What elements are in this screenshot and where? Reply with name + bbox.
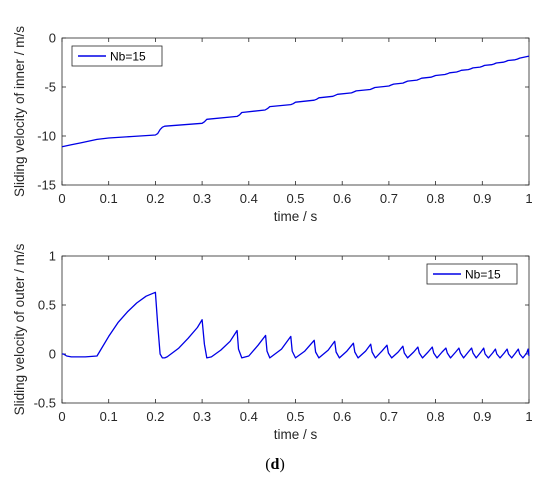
x-tick-label: 0.2 bbox=[146, 191, 164, 206]
y-tick-label: -10 bbox=[37, 129, 56, 144]
figure-caption: (d) bbox=[265, 456, 285, 473]
x-tick-label: 0.4 bbox=[240, 409, 258, 424]
chart-1: 0 0.1 0.2 0.3 0.4 0.5 0.6 0.7 0.8 0.9 1 -15 -10 -5 0 ti… bbox=[12, 26, 533, 224]
x-tick-label: 1 bbox=[525, 191, 532, 206]
x-tick-label: 0.6 bbox=[333, 191, 351, 206]
y-tick-label: 0.5 bbox=[38, 298, 56, 313]
x-tick-label: 0.2 bbox=[146, 409, 164, 424]
x-tick-label: 0 bbox=[58, 191, 65, 206]
x-axis-label: time / s bbox=[274, 209, 318, 224]
chart-2: 0 0.1 0.2 0.3 0.4 0.5 0.6 0.7 0.8 0.9 1-0.500.51ti… bbox=[12, 243, 533, 442]
x-tick-label: 0 bbox=[58, 409, 65, 424]
x-tick-label: 0.9 bbox=[473, 191, 491, 206]
x-tick-label: 0.7 bbox=[380, 191, 398, 206]
y-tick-label: 1 bbox=[49, 249, 56, 264]
x-tick-label: 1 bbox=[525, 409, 532, 424]
x-axis-label: time / s bbox=[274, 427, 318, 442]
x-tick-label: 0.7 bbox=[380, 409, 398, 424]
y-tick-label: -0.5 bbox=[34, 396, 56, 411]
x-tick-label: 0.9 bbox=[473, 409, 491, 424]
x-tick-label: 0.8 bbox=[427, 191, 445, 206]
x-tick-label: 0.1 bbox=[100, 409, 118, 424]
series-line bbox=[62, 291, 530, 359]
series-line bbox=[61, 55, 530, 148]
y-tick-label: -15 bbox=[37, 178, 56, 193]
legend-box bbox=[71, 45, 163, 67]
x-tick-label: 0.5 bbox=[286, 409, 304, 424]
y-tick-label: -5 bbox=[44, 80, 56, 95]
caption-letter: d bbox=[270, 456, 280, 473]
x-tick-label: 0.6 bbox=[333, 409, 351, 424]
legend-label: Nb=15 bbox=[110, 50, 146, 64]
legend-box bbox=[426, 263, 518, 285]
x-tick-label: 0.5 bbox=[286, 191, 304, 206]
x-tick-label: 0.3 bbox=[193, 191, 211, 206]
legend: Nb=15 bbox=[71, 45, 163, 67]
y-axis-label: Sliding velocity of inner / m/s bbox=[12, 26, 27, 197]
y-axis-label: Sliding velocity of outer / m/s bbox=[12, 243, 27, 415]
y-tick-label: 0 bbox=[49, 347, 56, 362]
x-tick-label: 0.1 bbox=[100, 191, 118, 206]
x-tick-label: 0.3 bbox=[193, 409, 211, 424]
y-tick-label: 0 bbox=[49, 31, 56, 46]
x-tick-label: 0.4 bbox=[240, 191, 258, 206]
legend-label: Nb=15 bbox=[465, 268, 501, 282]
legend: Nb=15 bbox=[426, 263, 518, 285]
x-tick-label: 0.8 bbox=[427, 409, 445, 424]
